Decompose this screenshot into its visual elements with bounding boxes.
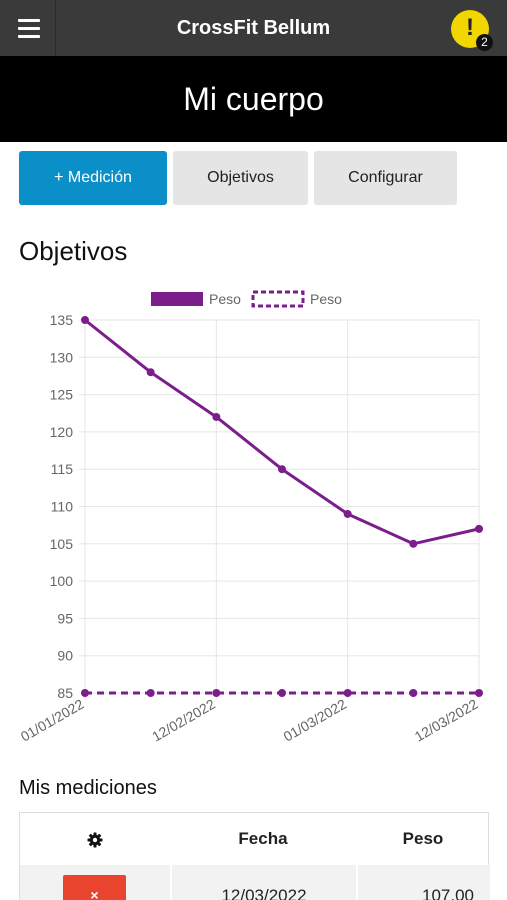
- top-navbar: CrossFit Bellum ! 2: [0, 0, 507, 56]
- data-point: [475, 689, 483, 697]
- table-row: × 12/03/2022 107.00: [20, 865, 490, 900]
- y-tick-label: 115: [51, 461, 74, 477]
- menu-line: [18, 19, 40, 22]
- data-point: [343, 509, 352, 518]
- settings-column-header[interactable]: [20, 813, 170, 865]
- data-point: [475, 524, 483, 533]
- weight-column-header: Peso: [402, 829, 444, 848]
- y-tick-label: 120: [50, 424, 74, 440]
- legend-swatch-dashed: [251, 290, 305, 308]
- data-point: [409, 689, 418, 697]
- y-tick-label: 110: [51, 499, 74, 515]
- y-tick-label: 85: [57, 685, 73, 701]
- notifications-button[interactable]: ! 2: [451, 10, 493, 51]
- chart-series: [81, 316, 483, 697]
- date-column-header: Fecha: [238, 829, 288, 848]
- y-tick-label: 135: [50, 312, 74, 328]
- legend-label-dashed: Peso: [310, 291, 342, 307]
- legend-label-solid: Peso: [209, 291, 241, 307]
- tab-configure[interactable]: Configurar: [314, 151, 457, 205]
- y-tick-label: 95: [57, 610, 73, 626]
- page-title: Mi cuerpo: [0, 56, 507, 142]
- menu-line: [18, 27, 40, 30]
- data-point: [81, 689, 89, 697]
- alert-icon: !: [466, 14, 474, 41]
- objectives-heading: Objetivos: [19, 236, 128, 266]
- x-tick-label: 12/03/2022: [412, 696, 481, 745]
- y-tick-label: 100: [50, 573, 74, 589]
- y-tick-label: 130: [50, 349, 74, 365]
- x-tick-label: 12/02/2022: [149, 696, 218, 745]
- tab-add-measurement[interactable]: + Medición: [19, 151, 167, 205]
- gear-icon: [87, 832, 103, 848]
- measurements-table: Fecha Peso × 12/03/2022 107.00: [19, 812, 490, 900]
- y-tick-label: 105: [50, 536, 74, 552]
- hamburger-menu-button[interactable]: [0, 0, 56, 56]
- y-axis-ticks: 85 90 95 100 105 110 115 120 125 130 135: [50, 312, 74, 701]
- data-point: [409, 539, 418, 548]
- notification-count-badge: 2: [476, 34, 493, 51]
- legend-swatch-solid: [151, 292, 203, 306]
- data-point: [278, 465, 286, 474]
- data-point: [212, 689, 221, 697]
- x-tick-label: 01/01/2022: [18, 696, 87, 745]
- delete-measurement-button[interactable]: ×: [63, 875, 126, 900]
- data-point: [212, 412, 221, 421]
- y-tick-label: 90: [57, 648, 73, 664]
- data-point: [278, 689, 286, 697]
- data-point: [146, 689, 155, 697]
- measurement-weight: 107.00: [356, 865, 490, 900]
- data-point: [81, 316, 89, 324]
- weight-line-chart: Peso Peso 85 90 95 100 105 110 115 120 125 130 135…: [18, 290, 483, 745]
- menu-line: [18, 35, 40, 38]
- data-point: [343, 689, 352, 697]
- data-point: [146, 368, 155, 377]
- app-title: CrossFit Bellum: [176, 17, 331, 39]
- chart-grid: [79, 319, 480, 699]
- measurements-heading: Mis mediciones: [19, 777, 157, 799]
- measurement-date: 12/03/2022: [170, 865, 356, 900]
- chart-legend: Peso Peso: [151, 290, 342, 308]
- x-tick-label: 01/03/2022: [280, 696, 349, 745]
- tab-objectives[interactable]: Objetivos: [173, 151, 308, 205]
- y-tick-label: 125: [50, 387, 74, 403]
- x-axis-ticks: 01/01/2022 12/02/2022 01/03/2022 12/03/2022: [18, 696, 481, 745]
